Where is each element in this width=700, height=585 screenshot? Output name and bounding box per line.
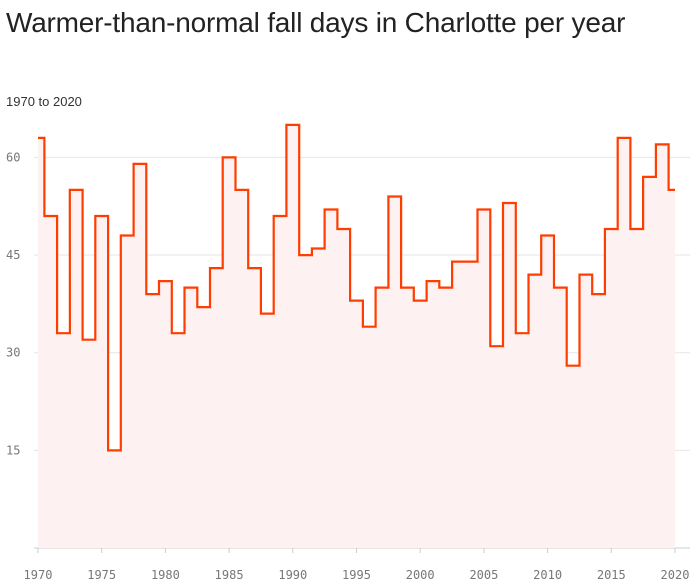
series-line (38, 123, 675, 452)
x-tick-label: 1990 (278, 568, 307, 582)
x-tick-label: 1985 (215, 568, 244, 582)
x-tick-label: 2000 (406, 568, 435, 582)
x-tick-label: 2010 (533, 568, 562, 582)
x-tick-label: 2005 (469, 568, 498, 582)
y-tick-label: 45 (6, 248, 20, 262)
x-tick-label: 1970 (24, 568, 53, 582)
x-tick-label: 2020 (661, 568, 690, 582)
y-tick-label: 15 (6, 443, 20, 457)
chart-subtitle: 1970 to 2020 (6, 94, 82, 109)
x-tick-label: 1975 (87, 568, 116, 582)
x-tick-label: 1995 (342, 568, 371, 582)
y-tick-label: 60 (6, 150, 20, 164)
y-tick-label: 30 (6, 346, 20, 360)
x-tick-label: 2015 (597, 568, 626, 582)
x-tick-label: 1980 (151, 568, 180, 582)
chart-title: Warmer-than-normal fall days in Charlott… (6, 7, 626, 38)
